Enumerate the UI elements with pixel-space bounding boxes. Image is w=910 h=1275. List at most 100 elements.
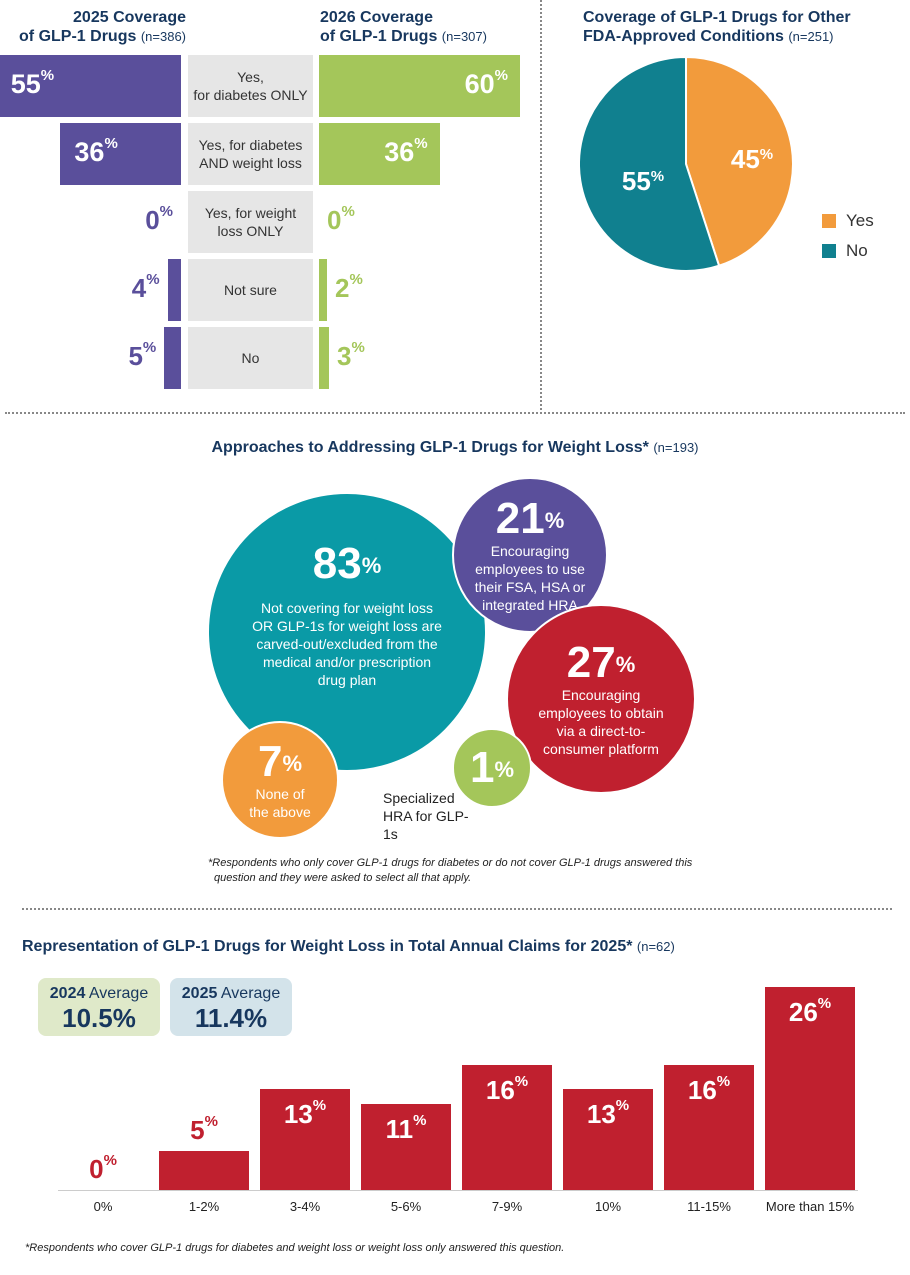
avg-2024-label: 2024 Average bbox=[49, 985, 149, 1002]
bubble-not-covering: 83% Not covering for weight loss OR GLP-… bbox=[207, 492, 487, 772]
claims-bar bbox=[765, 987, 855, 1190]
approaches-title: Approaches to Addressing GLP-1 Drugs for… bbox=[0, 438, 910, 457]
coverage-row-label: Yes, for weight loss ONLY bbox=[188, 191, 313, 253]
pie-slice-no bbox=[580, 55, 721, 272]
pie-slice-yes bbox=[685, 55, 794, 268]
bar-2026-label: 2% bbox=[335, 271, 363, 303]
claims-category-label: More than 15% bbox=[765, 1199, 855, 1214]
legend-label-yes: Yes bbox=[846, 211, 874, 230]
legend-swatch-no bbox=[822, 244, 836, 258]
bar-2026-label: 36% bbox=[384, 135, 428, 167]
bar-2026-label: 0% bbox=[327, 203, 355, 235]
bubble-direct-to-consumer-value: 27% bbox=[566, 638, 636, 687]
bar-2025 bbox=[167, 259, 181, 321]
coverage-2026-title: 2026 Coverage of GLP-1 Drugs (n=307) bbox=[320, 8, 520, 46]
bubble-not-covering-value: 83% bbox=[312, 539, 382, 588]
approaches-n: (n=193) bbox=[653, 440, 699, 455]
claims-bar-value: 5% bbox=[190, 1112, 218, 1145]
avg-2024-box: 2024 Average 10.5% bbox=[38, 978, 160, 1036]
claims-category-label: 7-9% bbox=[491, 1199, 523, 1214]
claims-title: Representation of GLP-1 Drugs for Weight… bbox=[22, 937, 902, 956]
bar-2025-label: 36% bbox=[74, 135, 118, 167]
coverage-2025-title-line1: 2025 Coverage bbox=[73, 9, 186, 26]
bubble-fsa-hsa-text: Encouraging employees to use their FSA, … bbox=[474, 543, 586, 613]
approaches-footnote-line2: question and they were asked to select a… bbox=[214, 872, 472, 884]
coverage-row-label: Yes, for diabetes AND weight loss bbox=[188, 123, 313, 185]
bar-2025 bbox=[60, 123, 181, 185]
section-divider-2 bbox=[22, 908, 892, 910]
claims-category-label: 3-4% bbox=[289, 1199, 321, 1214]
coverage-2026-n: (n=307) bbox=[441, 29, 487, 44]
claims-category-label: 0% bbox=[93, 1199, 113, 1214]
bar-2025 bbox=[0, 55, 181, 117]
pie-label-no: 55% bbox=[622, 166, 664, 196]
claims-bar bbox=[462, 1065, 552, 1190]
vertical-divider bbox=[540, 0, 542, 410]
legend-swatch-yes bbox=[822, 214, 836, 228]
pie-n: (n=251) bbox=[788, 29, 834, 44]
claims-footnote: *Respondents who cover GLP-1 drugs for d… bbox=[25, 1242, 565, 1254]
coverage-pie-chart: 45% 55% bbox=[580, 55, 794, 272]
coverage-2025-title: 2025 Coverage of GLP-1 Drugs (n=386) bbox=[0, 8, 186, 46]
claims-bar-value: 16% bbox=[485, 1073, 529, 1106]
pie-title-line2: FDA-Approved Conditions bbox=[583, 28, 784, 45]
coverage-2025-title-line2: of GLP-1 Drugs bbox=[19, 28, 137, 45]
bar-2026 bbox=[319, 55, 520, 117]
claims-bar bbox=[260, 1088, 350, 1190]
bar-2025 bbox=[164, 327, 181, 389]
bubble-none-of-above-text: None of the above bbox=[249, 786, 311, 820]
legend-label-no: No bbox=[846, 241, 868, 260]
claims-n: (n=62) bbox=[636, 939, 675, 954]
avg-2025-value: 11.4% bbox=[194, 1003, 268, 1033]
bar-2026-label: 60% bbox=[464, 67, 508, 99]
pie-label-yes: 45% bbox=[731, 144, 773, 174]
claims-bar bbox=[361, 1104, 451, 1190]
coverage-row-label: Yes, for diabetes ONLY bbox=[188, 55, 313, 117]
bubble-specialized-hra: 1% bbox=[452, 728, 532, 808]
claims-category-label: 10% bbox=[594, 1199, 622, 1214]
bar-2026 bbox=[319, 259, 327, 321]
coverage-2026-title-line1: 2026 Coverage bbox=[320, 9, 433, 26]
coverage-2025-n: (n=386) bbox=[140, 29, 186, 44]
bubble-specialized-hra-value: 1% bbox=[469, 743, 515, 792]
bar-2025-label: 4% bbox=[131, 271, 160, 303]
pie-title: Coverage of GLP-1 Drugs for Other FDA-Ap… bbox=[583, 8, 903, 46]
bar-2025-label: 55% bbox=[10, 67, 55, 99]
bubble-direct-to-consumer: 27% Encouraging employees to obtain via … bbox=[506, 604, 696, 794]
claims-bar bbox=[563, 1088, 653, 1190]
claims-category-label: 1-2% bbox=[188, 1199, 220, 1214]
coverage-row-label: No bbox=[188, 327, 313, 389]
legend-item-no: No bbox=[822, 238, 874, 264]
bubble-fsa-hsa: 21% Encouraging employees to use their F… bbox=[452, 477, 608, 633]
claims-bar-value: 0% bbox=[89, 1152, 117, 1184]
bar-2025-label: 0% bbox=[145, 203, 173, 235]
claims-bar-value: 26% bbox=[788, 995, 832, 1027]
coverage-row-label: Not sure bbox=[188, 259, 313, 321]
pie-legend: Yes No bbox=[822, 208, 874, 264]
bubble-none-of-above-value: 7% bbox=[257, 737, 303, 786]
claims-bar-value: 16% bbox=[687, 1073, 731, 1106]
avg-2025-box: 2025 Average 11.4% bbox=[170, 978, 292, 1036]
avg-2024-value: 10.5% bbox=[62, 1003, 136, 1033]
approaches-footnote-line1: *Respondents who only cover GLP-1 drugs … bbox=[208, 857, 693, 869]
coverage-2026-title-line2: of GLP-1 Drugs bbox=[320, 28, 438, 45]
bar-2026 bbox=[319, 327, 330, 389]
bubble-none-of-above: 7% None of the above bbox=[221, 721, 339, 839]
approaches-footnote: *Respondents who only cover GLP-1 drugs … bbox=[208, 856, 708, 886]
section-divider-1 bbox=[5, 412, 905, 414]
specialized-hra-label: Specialized HRA for GLP-1s bbox=[383, 790, 469, 842]
avg-2025-label: 2025 Average bbox=[181, 985, 281, 1002]
legend-item-yes: Yes bbox=[822, 208, 874, 234]
bar-2026 bbox=[319, 123, 440, 185]
claims-category-label: 11-15% bbox=[687, 1199, 731, 1214]
bubble-fsa-hsa-value: 21% bbox=[495, 494, 565, 543]
pie-title-line1: Coverage of GLP-1 Drugs for Other bbox=[583, 9, 851, 26]
claims-bar-value: 11% bbox=[385, 1112, 427, 1145]
claims-category-label: 5-6% bbox=[390, 1199, 422, 1214]
claims-bar-value: 13% bbox=[283, 1096, 327, 1129]
bubble-not-covering-text: Not covering for weight loss OR GLP-1s f… bbox=[252, 600, 442, 688]
claims-bar bbox=[159, 1150, 249, 1190]
claims-title-text: Representation of GLP-1 Drugs for Weight… bbox=[22, 938, 633, 955]
bubble-direct-to-consumer-text: Encouraging employees to obtain via a di… bbox=[538, 687, 664, 757]
bar-2025-label: 5% bbox=[128, 339, 157, 371]
